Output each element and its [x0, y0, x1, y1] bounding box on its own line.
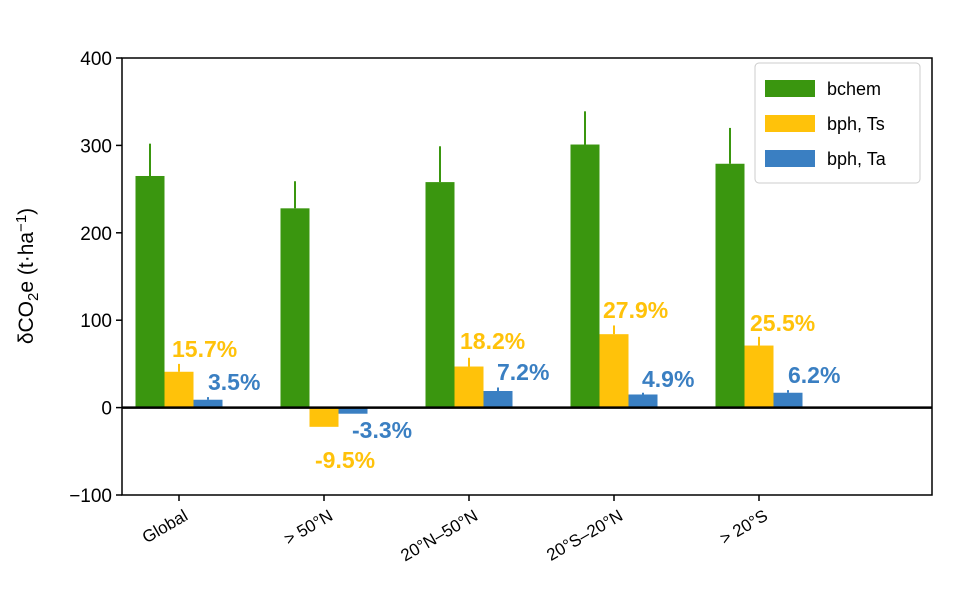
bar-data-label: 6.2%	[788, 362, 840, 388]
x-tick-label: 20°N–50°N	[398, 506, 481, 565]
y-tick-label: 100	[80, 311, 112, 332]
legend-swatch	[765, 150, 815, 167]
y-tick-label: 200	[80, 224, 112, 245]
bar-bph-ts-1	[309, 407, 339, 427]
y-tick-label: 0	[101, 399, 112, 420]
x-tick-label: Global	[139, 506, 191, 547]
bar-bph-ta-4	[773, 392, 803, 408]
bar-bchem-0	[135, 175, 165, 408]
legend-entry-label: bchem	[827, 79, 881, 99]
bar-bchem-4	[715, 163, 745, 408]
legend-entry-label: bph, Ta	[827, 149, 887, 169]
bar-bph-ts-4	[744, 345, 774, 408]
x-tick-label: 20°S–20°N	[543, 506, 626, 565]
bar-bph-ta-1	[338, 407, 368, 414]
y-axis: −100 0 100 200 300 400	[69, 49, 122, 507]
y-tick-label: 300	[80, 136, 112, 157]
bar-data-label: 3.5%	[208, 369, 260, 395]
x-axis: Global > 50°N 20°N–50°N 20°S–20°N > 20°S	[139, 495, 771, 565]
bar-bph-ta-0	[193, 399, 223, 408]
legend-swatch	[765, 115, 815, 132]
bar-bph-ta-2	[483, 390, 513, 408]
bar-bph-ts-0	[164, 371, 194, 408]
y-tick-label: −100	[69, 486, 112, 507]
bar-data-label: 15.7%	[172, 336, 237, 362]
bar-data-label: 25.5%	[750, 310, 815, 336]
bar-bph-ts-2	[454, 366, 484, 408]
bar-data-label: -3.3%	[352, 417, 412, 443]
x-tick-label: > 50°N	[281, 506, 336, 549]
chart-marks: 15.7% -9.5% 18.2% 27.9% 25.5% 3.5% -3.3% 7.2% 4.…	[121, 57, 933, 496]
plot-frame	[121, 57, 933, 496]
x-tick-label: > 20°S	[717, 506, 771, 548]
bar-data-label: 18.2%	[460, 328, 525, 354]
legend: bchem bph, Ts bph, Ta	[754, 62, 921, 184]
bar-bph-ta-3	[628, 394, 658, 408]
legend-swatch	[765, 80, 815, 97]
bar-data-label: -9.5%	[315, 447, 375, 473]
bar-bchem-1	[280, 208, 310, 408]
bar-bchem-3	[570, 144, 600, 408]
bar-bchem-2	[425, 182, 455, 408]
legend-entry-label: bph, Ts	[827, 114, 885, 134]
bar-data-label: 4.9%	[642, 366, 694, 392]
y-axis-label: δCO2e (t·ha−1)	[13, 208, 42, 344]
bar-data-label: 27.9%	[603, 297, 668, 323]
bar-bph-ts-3	[599, 334, 629, 408]
y-tick-label: 400	[80, 49, 112, 70]
bar-data-label: 7.2%	[497, 359, 549, 385]
